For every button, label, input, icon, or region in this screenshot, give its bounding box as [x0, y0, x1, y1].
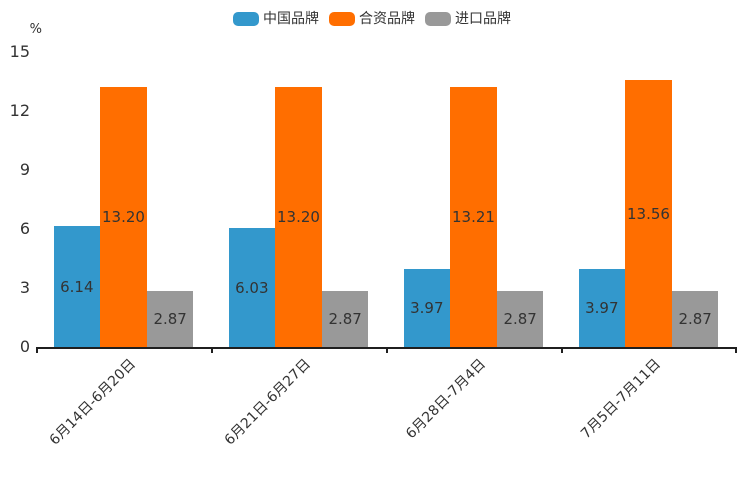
x-axis-tick [386, 347, 388, 353]
bar-value-label: 6.14 [60, 277, 94, 296]
bar-value-label: 2.87 [678, 309, 712, 328]
legend-item-1[interactable]: 中国品牌 [233, 10, 319, 28]
y-tick-label: 15 [9, 42, 30, 61]
x-axis-tick [561, 347, 563, 353]
y-tick-label: 3 [19, 278, 30, 297]
legend-label: 进口品牌 [455, 11, 511, 27]
legend-swatch-icon [425, 12, 451, 26]
bar-series1-group3[interactable]: 3.97 [403, 268, 451, 347]
plot-area: 6.14 13.20 2.87 6.03 13.20 2.87 3.97 13.21 2.87 3… [36, 52, 737, 353]
legend: 中国品牌 合资品牌 进口品牌 [0, 10, 744, 28]
legend-swatch-icon [329, 12, 355, 26]
bar-value-label: 2.87 [153, 309, 187, 328]
bar-value-label: 2.87 [503, 309, 537, 328]
bar-value-label: 3.97 [410, 298, 444, 317]
bar-value-label: 2.87 [328, 309, 362, 328]
bar-series3-group1[interactable]: 2.87 [146, 290, 194, 347]
x-axis-tick [735, 347, 737, 353]
y-tick-label: 9 [19, 160, 30, 179]
x-axis-label: 6月28日-7月4日 [402, 356, 489, 443]
bar-value-label: 13.20 [277, 208, 320, 227]
bar-series3-group4[interactable]: 2.87 [671, 290, 719, 347]
bar-series1-group1[interactable]: 6.14 [53, 226, 101, 347]
legend-label: 合资品牌 [359, 11, 415, 27]
bar-value-label: 3.97 [585, 298, 619, 317]
legend-swatch-icon [233, 12, 259, 26]
legend-item-3[interactable]: 进口品牌 [425, 10, 511, 28]
legend-label: 中国品牌 [263, 11, 319, 27]
bar-series2-group1[interactable]: 13.20 [100, 87, 147, 347]
x-axis-tick [211, 347, 213, 353]
bar-value-label: 13.56 [627, 204, 670, 223]
bar-series2-group4[interactable]: 13.56 [625, 80, 672, 347]
bar-series3-group3[interactable]: 2.87 [496, 290, 544, 347]
bar-series3-group2[interactable]: 2.87 [321, 290, 369, 347]
bar-series1-group2[interactable]: 6.03 [228, 228, 276, 347]
bar-series1-group4[interactable]: 3.97 [578, 268, 626, 347]
y-tick-label: 6 [19, 219, 30, 238]
x-axis-label: 6月14日-6月20日 [46, 356, 139, 449]
y-axis-unit-label: % [29, 22, 42, 37]
x-axis-label: 7月5日-7月11日 [577, 356, 664, 443]
y-tick-label: 0 [19, 337, 30, 356]
bar-series2-group2[interactable]: 13.20 [275, 87, 322, 347]
bar-value-label: 6.03 [235, 278, 269, 297]
bar-series2-group3[interactable]: 13.21 [450, 87, 497, 347]
bar-value-label: 13.21 [452, 208, 495, 227]
x-axis-tick [36, 347, 38, 353]
y-tick-label: 12 [9, 101, 30, 120]
x-axis-label: 6月21日-6月27日 [221, 356, 314, 449]
bar-value-label: 13.20 [102, 208, 145, 227]
legend-item-2[interactable]: 合资品牌 [329, 10, 415, 28]
